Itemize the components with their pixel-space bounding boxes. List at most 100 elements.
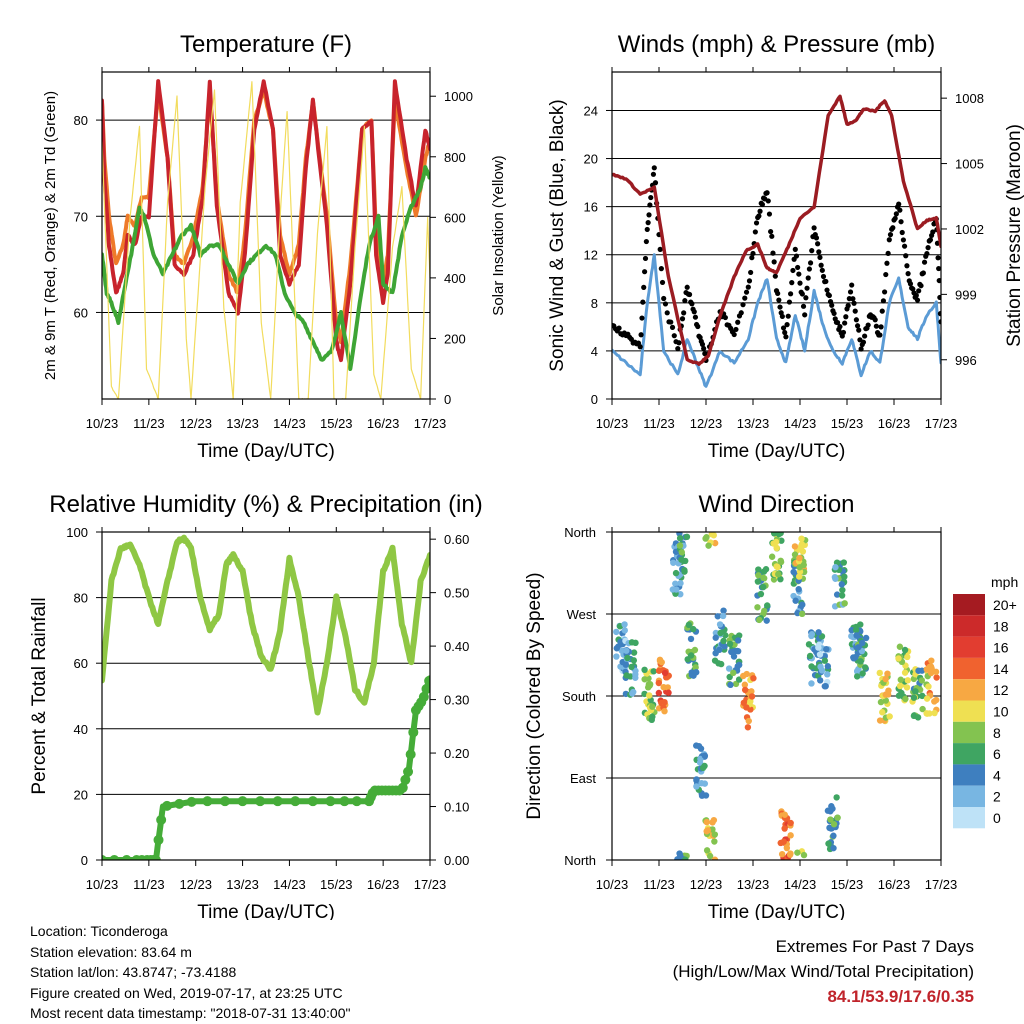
gust-point	[671, 333, 677, 339]
extremes-subheading: (High/Low/Max Wind/Total Precipitation)	[672, 962, 974, 981]
x-tick-label: 10/23	[86, 877, 119, 892]
x-tick-label: 16/23	[367, 877, 400, 892]
gust-point	[937, 294, 941, 301]
gust-point	[722, 314, 728, 321]
direction-point	[743, 704, 750, 711]
x-tick-label: 13/23	[226, 877, 259, 892]
gust-point	[793, 253, 800, 259]
direction-point	[735, 632, 743, 639]
gust-point	[784, 322, 790, 328]
direction-point	[734, 637, 742, 644]
direction-point	[853, 673, 861, 680]
direction-point	[832, 575, 839, 582]
gust-point	[823, 278, 829, 285]
direction-point	[661, 698, 668, 706]
direction-point	[773, 544, 780, 552]
direction-point	[697, 755, 704, 763]
gust-point	[616, 325, 622, 331]
gust-point	[789, 280, 795, 286]
direction-point	[827, 808, 834, 815]
direction-point	[622, 661, 630, 668]
direction-point	[798, 610, 806, 618]
gust-point	[743, 289, 750, 295]
direction-point	[624, 654, 631, 662]
direction-point	[770, 540, 777, 547]
direction-point	[853, 632, 860, 639]
gust-point	[918, 283, 924, 289]
direction-point	[933, 674, 940, 681]
direction-point	[841, 600, 848, 607]
legend-label: 8	[993, 725, 1001, 741]
direction-point	[840, 559, 848, 566]
gust-point	[638, 332, 644, 338]
chart-panel-3: Wind Direction Time (Day/UTC) North East Sou…	[524, 491, 957, 920]
direction-point	[838, 592, 846, 599]
y2-tick-label: 1002	[955, 222, 984, 237]
x-tick-label: 16/23	[878, 877, 911, 892]
rain-point	[150, 855, 161, 860]
gust-point	[879, 308, 885, 314]
gust-point	[651, 165, 657, 171]
direction-point	[613, 628, 620, 636]
direction-point	[648, 716, 655, 724]
direction-point	[806, 652, 814, 660]
direction-point	[720, 637, 727, 645]
gust-point	[849, 282, 855, 288]
gust-point	[843, 314, 849, 320]
direction-point	[705, 542, 712, 549]
gust-point	[669, 324, 676, 330]
x-tick-label: 10/23	[86, 416, 119, 431]
gust-point	[835, 319, 841, 326]
y-tick-label: 20	[584, 152, 598, 167]
direction-point	[800, 851, 808, 859]
gust-point	[792, 246, 798, 252]
y-axis-label: Percent & Total Rainfall	[29, 597, 50, 794]
x-tick-label: 12/23	[179, 416, 212, 431]
chart-panel-2: Relative Humidity (%) & Precipitation (i…	[29, 491, 483, 920]
gust-point	[914, 297, 921, 303]
series-line-1	[102, 675, 430, 860]
gust-point	[931, 221, 937, 227]
y-tick-label: 12	[584, 248, 598, 263]
series-line-2	[612, 94, 941, 366]
direction-point	[777, 558, 785, 566]
gust-point	[782, 329, 788, 336]
direction-point	[728, 648, 735, 656]
direction-point	[799, 601, 806, 608]
direction-point	[649, 703, 656, 710]
gust-point	[904, 263, 910, 269]
direction-point	[710, 532, 717, 539]
legend-swatch	[953, 743, 985, 765]
direction-point	[792, 597, 799, 604]
gust-point	[938, 319, 941, 325]
gust-point	[650, 171, 657, 177]
direction-point	[703, 847, 711, 854]
y-axis-label: Sonic Wind & Gust (Blue, Black)	[547, 99, 568, 371]
gust-point	[668, 319, 674, 325]
x-tick-label: 14/23	[273, 877, 306, 892]
gust-point	[676, 340, 682, 346]
gust-point	[733, 326, 739, 333]
gust-point	[770, 250, 776, 256]
gust-point	[785, 313, 791, 319]
direction-point	[630, 688, 637, 696]
direction-point	[859, 670, 866, 677]
direction-point	[832, 564, 839, 571]
x-tick-label: 12/23	[179, 877, 212, 892]
x-tick-label: 15/23	[320, 416, 353, 431]
x-tick-label: 15/23	[320, 877, 353, 892]
x-tick-label: 14/23	[273, 416, 306, 431]
series-line-1	[102, 79, 430, 363]
elevation-text: Station elevation: 83.64 m	[30, 943, 192, 960]
direction-point	[919, 692, 926, 700]
direction-point	[706, 852, 714, 860]
gust-point	[824, 287, 830, 293]
gust-point	[643, 238, 649, 245]
direction-point	[703, 534, 710, 541]
x-tick-label: 15/23	[831, 416, 864, 431]
gust-point	[898, 219, 904, 225]
direction-point	[928, 657, 935, 664]
legend-label: 2	[993, 789, 1001, 805]
gust-point	[890, 225, 896, 231]
y-tick-label: 0	[81, 853, 88, 868]
